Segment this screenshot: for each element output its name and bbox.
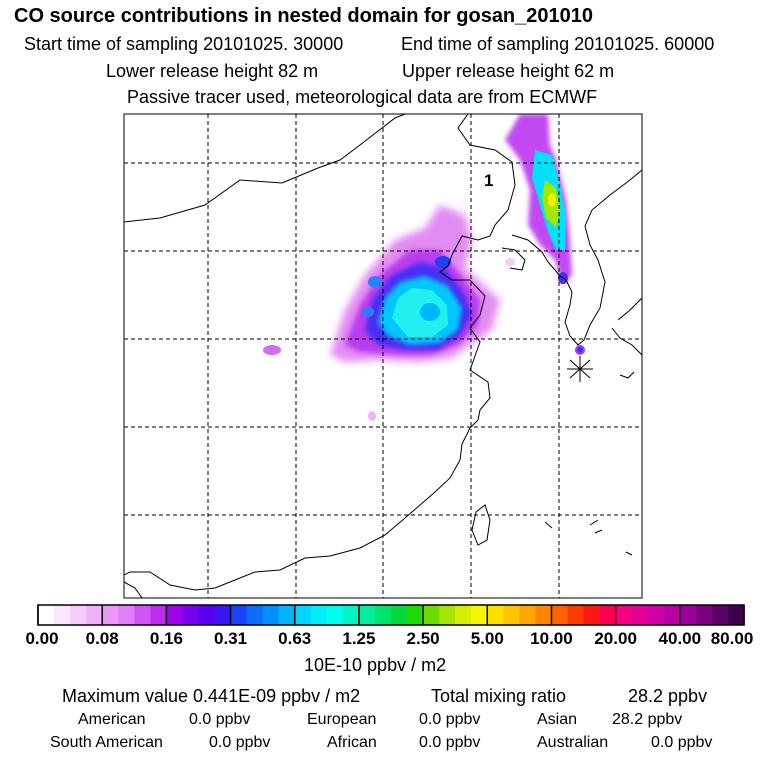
max-value-label: Maximum value 0.441E-09 ppbv / m2 bbox=[62, 686, 361, 706]
total-mixing-ratio-label: Total mixing ratio bbox=[431, 686, 567, 706]
region-label-african: African bbox=[327, 734, 377, 751]
colorbar-swatch bbox=[374, 605, 392, 625]
colorbar-swatch bbox=[663, 605, 681, 625]
total-mixing-ratio-value: 28.2 ppbv bbox=[628, 686, 708, 706]
region-value-asian: 28.2 ppbv bbox=[612, 711, 683, 728]
colorbar-tick-label: 0.08 bbox=[85, 629, 119, 648]
colorbar-tick-label: 2.50 bbox=[406, 629, 440, 648]
colorbar-tick-label: 1.25 bbox=[342, 629, 376, 648]
colorbar-tick-label: 0.00 bbox=[25, 629, 59, 648]
colorbar-swatch bbox=[134, 605, 151, 625]
concentration-spot bbox=[368, 411, 376, 421]
colorbar-swatch bbox=[182, 605, 199, 625]
colorbar-swatch bbox=[38, 605, 55, 625]
coastline-borders bbox=[124, 114, 642, 598]
lower-release-label: Lower release height 82 m bbox=[106, 61, 319, 81]
colorbar-swatch bbox=[679, 605, 697, 625]
region-label-australian: Australian bbox=[537, 734, 609, 751]
colorbar-swatch bbox=[230, 605, 247, 625]
colorbar-swatch bbox=[102, 605, 119, 625]
region-value-african: 0.0 ppbv bbox=[419, 734, 481, 751]
colorbar-swatch bbox=[631, 605, 649, 625]
colorbar-swatch bbox=[294, 605, 312, 625]
colorbar-swatch bbox=[86, 605, 103, 625]
colorbar-swatch bbox=[70, 605, 87, 625]
colorbar-swatch bbox=[599, 605, 617, 625]
region-value-australian: 0.0 ppbv bbox=[651, 734, 713, 751]
region-value-american: 0.0 ppbv bbox=[189, 711, 251, 728]
colorbar-swatch bbox=[118, 605, 135, 625]
concentration-plume-northeast bbox=[505, 114, 585, 355]
colorbar-swatch bbox=[471, 605, 488, 625]
colorbar-swatch bbox=[423, 605, 440, 625]
end-time-label: End time of sampling 20101025. 60000 bbox=[401, 34, 715, 54]
colorbar-tick-label: 0.63 bbox=[278, 629, 312, 648]
receptor-star-marker bbox=[567, 356, 593, 382]
colorbar-swatch bbox=[391, 605, 408, 625]
region-label-american: American bbox=[78, 711, 146, 728]
colorbar-swatch bbox=[647, 605, 665, 625]
concentration-spot bbox=[263, 345, 281, 355]
region-value-south-american: 0.0 ppbv bbox=[209, 734, 271, 751]
colorbar-swatch bbox=[166, 605, 183, 625]
colorbar-swatch bbox=[535, 605, 552, 625]
colorbar-swatch bbox=[246, 605, 264, 625]
colorbar-swatch bbox=[583, 605, 600, 625]
colorbar-swatch bbox=[615, 605, 633, 625]
colorbar-tick-label: 5.00 bbox=[470, 629, 504, 648]
colorbar-tick-label: 80.00 bbox=[710, 629, 754, 648]
colorbar-swatch bbox=[567, 605, 584, 625]
colorbar-swatch bbox=[278, 605, 296, 625]
upper-release-label: Upper release height 62 m bbox=[402, 61, 615, 81]
region-label-european: European bbox=[307, 711, 377, 728]
colorbar-swatch bbox=[727, 605, 745, 625]
region-value-european: 0.0 ppbv bbox=[419, 711, 481, 728]
colorbar-swatch bbox=[455, 605, 472, 625]
colorbar-tick-label: 0.31 bbox=[213, 629, 248, 648]
colorbar-swatch bbox=[503, 605, 520, 625]
map-frame bbox=[123, 113, 643, 599]
colorbar-swatch bbox=[262, 605, 280, 625]
region-label-south-american: South American bbox=[50, 734, 163, 751]
map-grid bbox=[124, 114, 642, 598]
colorbar-swatch bbox=[326, 605, 344, 625]
map-plot: 1 bbox=[123, 113, 643, 599]
colorbar-tick-label: 0.16 bbox=[149, 629, 183, 648]
colorbar-swatch bbox=[310, 605, 328, 625]
colorbar-unit: 10E-10 ppbv / m2 bbox=[304, 655, 447, 675]
colorbar-swatch bbox=[198, 605, 215, 625]
figure-title: CO source contributions in nested domain… bbox=[14, 5, 594, 27]
colorbar-swatch bbox=[487, 605, 504, 625]
colorbar-swatch bbox=[711, 605, 729, 625]
colorbar-swatch bbox=[695, 605, 713, 625]
start-time-label: Start time of sampling 20101025. 30000 bbox=[24, 34, 344, 54]
colorbar-swatch bbox=[519, 605, 536, 625]
tracer-note: Passive tracer used, meteorological data… bbox=[127, 87, 598, 107]
colorbar-swatch bbox=[54, 605, 71, 625]
colorbar-swatch bbox=[407, 605, 424, 625]
colorbar-tick-label: 40.00 bbox=[658, 629, 702, 648]
concentration-spot bbox=[505, 258, 515, 266]
region-label-asian: Asian bbox=[537, 711, 578, 728]
colorbar-swatch bbox=[150, 605, 167, 625]
colorbar-swatch bbox=[439, 605, 456, 625]
colorbar-swatch bbox=[551, 605, 568, 625]
colorbar-swatch bbox=[358, 605, 376, 625]
colorbar-tick-label: 10.00 bbox=[530, 629, 573, 648]
colorbar bbox=[37, 604, 745, 626]
concentration-plume-main bbox=[330, 205, 500, 362]
map-annotation: 1 bbox=[484, 171, 493, 190]
colorbar-swatch bbox=[214, 605, 231, 625]
colorbar-swatch bbox=[342, 605, 360, 625]
colorbar-tick-label: 20.00 bbox=[594, 629, 637, 648]
